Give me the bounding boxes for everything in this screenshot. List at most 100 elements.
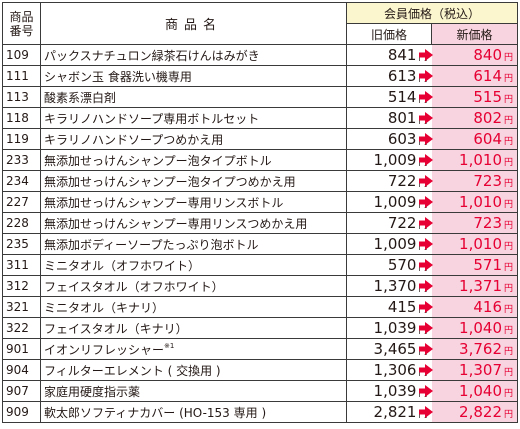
new-price-value: 1,010 <box>459 151 502 169</box>
table-row: 234 無添加せっけんシャンプー泡タイプつめかえ用 722 円 723 円 <box>2 170 519 192</box>
header-code-label-1: 商品 <box>9 9 34 24</box>
new-price: 802 円 <box>418 107 519 129</box>
product-name: 無添加せっけんシャンプー泡タイプボトル <box>40 149 347 171</box>
product-code: 909 <box>2 401 41 423</box>
yen-unit: 円 <box>418 368 428 378</box>
new-price: 1,371 円 <box>418 275 519 297</box>
yen-unit: 円 <box>504 347 514 357</box>
new-price-value: 604 <box>473 130 502 148</box>
old-price-value: 1,039 <box>373 319 417 337</box>
product-code: 234 <box>2 170 41 192</box>
table-row: 907 家庭用硬度指示薬 1,039 円 1,040 円 <box>2 380 519 402</box>
yen-unit: 円 <box>504 305 514 315</box>
header-new-price: 新価格 <box>430 23 519 45</box>
yen-unit: 円 <box>418 116 428 126</box>
product-name-text: 軟太郎ソフティナカバー (HO-153 専用 ) <box>44 405 267 420</box>
product-name: キラリノハンドソープつめかえ用 <box>40 128 347 150</box>
new-price: 614 円 <box>418 65 519 87</box>
old-price-value: 2,821 <box>373 403 417 421</box>
old-price: 613 円 <box>346 65 432 87</box>
yen-unit: 円 <box>418 347 428 357</box>
yen-unit: 円 <box>504 326 514 336</box>
old-price-value: 1,009 <box>373 151 417 169</box>
yen-unit: 円 <box>418 389 428 399</box>
product-name-text: 無添加せっけんシャンプー泡タイプつめかえ用 <box>44 174 296 189</box>
new-price-value: 1,371 <box>459 277 502 295</box>
product-name-text: 無添加せっけんシャンプー専用リンスつめかえ用 <box>44 216 308 231</box>
product-code: 904 <box>2 359 41 381</box>
product-code: 901 <box>2 338 41 360</box>
new-price: 515 円 <box>418 86 519 108</box>
product-name-text: キラリノハンドソープつめかえ用 <box>44 132 224 147</box>
old-price: 1,039 円 <box>346 317 432 339</box>
product-code: 312 <box>2 275 41 297</box>
yen-unit: 円 <box>504 242 514 252</box>
new-price: 2,822 円 <box>418 401 519 423</box>
new-price: 1,010 円 <box>418 191 519 213</box>
product-name-text: フェイスタオル（オフホワイト） <box>44 279 224 294</box>
yen-unit: 円 <box>418 200 428 210</box>
product-name-text: パックスナチュロン緑茶石けんはみがき <box>44 48 260 63</box>
old-price-value: 570 <box>387 256 417 274</box>
product-code: 322 <box>2 317 41 339</box>
product-name: 無添加せっけんシャンプー専用リンスボトル <box>40 191 347 213</box>
new-price-value: 723 <box>473 172 502 190</box>
old-price-value: 1,370 <box>373 277 417 295</box>
table-row: 311 ミニタオル（オフホワイト） 570 円 571 円 <box>2 254 519 276</box>
product-name-text: 無添加ボディーソープたっぷり泡ボトル <box>44 237 259 252</box>
product-name: 無添加せっけんシャンプー泡タイプつめかえ用 <box>40 170 347 192</box>
table-row: 904 フィルターエレメント ( 交換用 ) 1,306 円 1,307 円 <box>2 359 519 381</box>
product-name-text: 無添加せっけんシャンプー専用リンスボトル <box>44 195 284 210</box>
product-name-text: ミニタオル（オフホワイト） <box>44 258 201 273</box>
product-name: フェイスタオル（キナリ） <box>40 317 347 339</box>
table-row: 312 フェイスタオル（オフホワイト） 1,370 円 1,371 円 <box>2 275 519 297</box>
yen-unit: 円 <box>504 389 514 399</box>
table-row: 111 シャボン玉 食器洗い機専用 613 円 614 円 <box>2 65 519 87</box>
new-price: 1,040 円 <box>418 380 519 402</box>
old-price: 1,370 円 <box>346 275 432 297</box>
old-price: 1,009 円 <box>346 191 432 213</box>
yen-unit: 円 <box>418 53 428 63</box>
product-name: 無添加ボディーソープたっぷり泡ボトル <box>40 233 347 255</box>
product-name-text: 酸素系漂白剤 <box>44 90 117 105</box>
new-price: 1,010 円 <box>418 233 519 255</box>
product-name: 家庭用硬度指示薬 <box>40 380 347 402</box>
product-name: 無添加せっけんシャンプー専用リンスつめかえ用 <box>40 212 347 234</box>
product-name-text: 家庭用硬度指示薬 <box>44 384 141 399</box>
product-code: 311 <box>2 254 41 276</box>
yen-unit: 円 <box>504 284 514 294</box>
table-row: 113 酸素系漂白剤 514 円 515 円 <box>2 86 519 108</box>
old-price-value: 603 <box>387 130 417 148</box>
old-price: 1,039 円 <box>346 380 432 402</box>
product-code: 321 <box>2 296 41 318</box>
header-old-price: 旧価格 <box>346 23 432 45</box>
table-row: 901 イオンリフレッシャー※1 3,465 円 3,762 円 <box>2 338 519 360</box>
product-code: 113 <box>2 86 41 108</box>
product-code: 118 <box>2 107 41 129</box>
table-row: 235 無添加ボディーソープたっぷり泡ボトル 1,009 円 1,010 円 <box>2 233 519 255</box>
new-price: 840 円 <box>418 44 519 66</box>
product-name-text: キラリノハンドソープ専用ボトルセット <box>44 111 260 126</box>
old-price-value: 1,009 <box>373 235 417 253</box>
product-name: 軟太郎ソフティナカバー (HO-153 専用 ) <box>40 401 347 423</box>
new-price-value: 1,010 <box>459 193 502 211</box>
table-row: 109 パックスナチュロン緑茶石けんはみがき 841 円 840 円 <box>2 44 519 66</box>
yen-unit: 円 <box>418 74 428 84</box>
yen-unit: 円 <box>418 263 428 273</box>
new-price-value: 840 <box>473 46 502 64</box>
product-name-text: 無添加せっけんシャンプー泡タイプボトル <box>44 153 272 168</box>
old-price-value: 1,039 <box>373 382 417 400</box>
old-price-value: 613 <box>387 67 417 85</box>
header-code-label-2: 番号 <box>9 23 34 38</box>
new-price-value: 1,040 <box>459 319 502 337</box>
new-price: 1,010 円 <box>418 149 519 171</box>
old-price: 1,009 円 <box>346 233 432 255</box>
old-price-value: 3,465 <box>373 340 417 358</box>
new-price-value: 1,307 <box>459 361 502 379</box>
new-price: 1,307 円 <box>418 359 519 381</box>
product-name-text: フェイスタオル（キナリ） <box>44 321 188 336</box>
table-row: 228 無添加せっけんシャンプー専用リンスつめかえ用 722 円 723 円 <box>2 212 519 234</box>
old-price-value: 722 <box>387 172 417 190</box>
new-price-value: 1,010 <box>459 235 502 253</box>
new-price-value: 802 <box>473 109 502 127</box>
